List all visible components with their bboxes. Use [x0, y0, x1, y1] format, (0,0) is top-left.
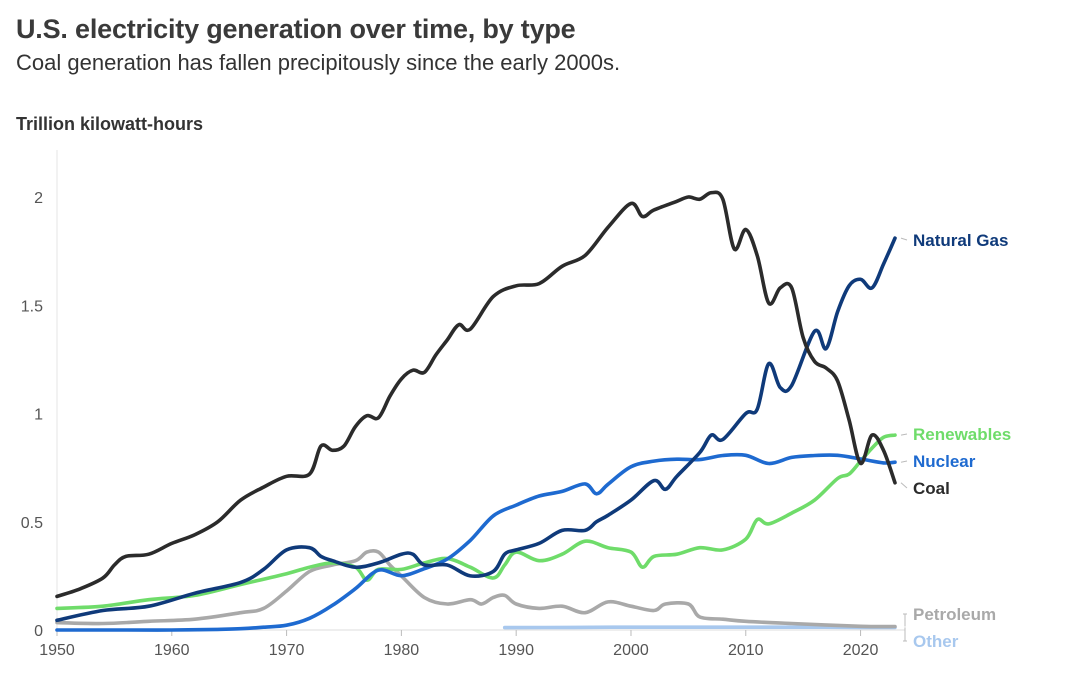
series-line-petroleum — [55, 548, 897, 629]
series-label-natural-gas: Natural Gas — [913, 231, 1008, 250]
x-tick-label: 1990 — [498, 642, 534, 659]
series-label-nuclear: Nuclear — [913, 452, 976, 471]
label-connector-petroleum — [903, 613, 907, 627]
label-connector-coal — [900, 482, 908, 489]
series-label-other: Other — [913, 632, 959, 651]
x-tick-label: 1960 — [154, 642, 190, 659]
label-connector-other — [903, 627, 907, 642]
y-tick-label: 2 — [34, 190, 43, 207]
series-label-renewables: Renewables — [913, 425, 1011, 444]
label-connector-renewables — [900, 433, 908, 436]
series-line-renewables — [55, 433, 897, 611]
y-axis-label: Trillion kilowatt-hours — [16, 114, 204, 134]
y-tick-label: 1 — [34, 407, 43, 424]
x-tick-label: 2020 — [843, 642, 879, 659]
x-tick-label: 1980 — [384, 642, 420, 659]
x-tick-label: 2000 — [613, 642, 649, 659]
x-tick-label: 2010 — [728, 642, 764, 659]
series-line-nuclear — [55, 452, 897, 632]
series-line-natural-gas — [55, 236, 897, 623]
chart-subtitle: Coal generation has fallen precipitously… — [16, 50, 621, 75]
y-tick-label: 0.5 — [21, 515, 43, 532]
chart-title: U.S. electricity generation over time, b… — [16, 14, 576, 44]
x-tick-label: 1950 — [39, 642, 75, 659]
y-tick-label: 1.5 — [21, 298, 43, 315]
series-line-coal — [55, 190, 897, 599]
label-connector-nuclear — [900, 460, 908, 463]
label-connector-natural-gas — [900, 237, 908, 241]
series-label-petroleum: Petroleum — [913, 605, 996, 624]
y-tick-label: 0 — [34, 623, 43, 640]
series-label-coal: Coal — [913, 479, 950, 498]
x-tick-label: 1970 — [269, 642, 305, 659]
